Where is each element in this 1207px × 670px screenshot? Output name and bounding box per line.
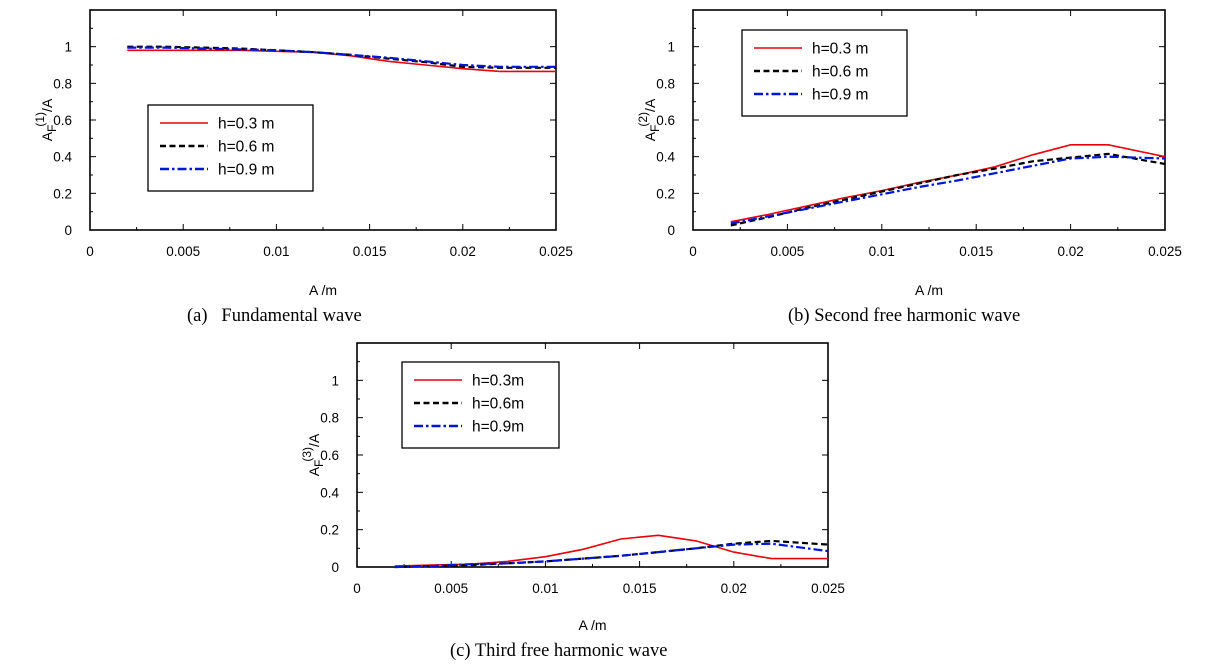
x-tick-label: 0.015: [959, 244, 993, 259]
series-line-3: [127, 46, 556, 68]
legend-label-3: h=0.9 m: [812, 87, 868, 104]
x-tick-label: 0.01: [869, 244, 895, 259]
legend-box: [401, 361, 560, 449]
x-tick-label: 0.025: [811, 581, 845, 596]
legend: h=0.3m h=0.6m h=0.9m: [401, 361, 560, 449]
x-tick-label: 0: [86, 244, 94, 259]
y-axis-label: AF(2)/A: [636, 98, 662, 141]
x-tick-label: 0.005: [771, 244, 805, 259]
y-tick-label: 0.2: [53, 186, 72, 201]
legend: h=0.3 m h=0.6 m h=0.9 m: [147, 104, 314, 192]
y-tick-label: 0.4: [320, 485, 339, 500]
chart-panel-1: 0 0.005 0.01 0.015 0.02 0.025 0 0.2 0.4 0.6 0.8 1 A …: [33, 9, 573, 326]
x-axis-label: A /m: [309, 282, 337, 298]
x-tick-label: 0.015: [353, 244, 387, 259]
x-tick-label: 0.02: [450, 244, 476, 259]
x-tick-label: 0.025: [1148, 244, 1182, 259]
y-tick-label: 1: [64, 40, 72, 55]
y-tick-label: 1: [331, 373, 339, 388]
x-tick-label: 0.01: [263, 244, 289, 259]
y-axis-label: AF(1)/A: [33, 98, 59, 141]
series-line-3: [394, 542, 829, 569]
x-tick-label: 0.005: [166, 244, 200, 259]
x-tick-label: 0: [353, 581, 361, 596]
y-tick-label: 0.4: [656, 150, 675, 165]
legend-label-2: h=0.6 m: [812, 64, 868, 81]
x-tick-label: 0.005: [434, 581, 468, 596]
y-tick-label: 0.4: [53, 150, 72, 165]
figure-caption: (b) Second free harmonic wave: [788, 306, 1020, 326]
y-tick-label: 0.8: [656, 76, 675, 91]
series-line-2: [730, 152, 1166, 227]
series-line-1: [394, 534, 828, 567]
chart-panel-2: 0 0.005 0.01 0.015 0.02 0.025 0 0.2 0.4 0.6 0.8 1 A …: [636, 9, 1182, 326]
legend: h=0.3 m h=0.6 m h=0.9 m: [741, 29, 908, 117]
figure-caption: (c) Third free harmonic wave: [450, 641, 667, 661]
y-tick-label: 0.6: [320, 448, 339, 463]
y-tick-label: 0: [667, 223, 675, 238]
y-tick-label: 0: [331, 560, 339, 575]
series-line-2: [394, 539, 829, 569]
legend-label-1: h=0.3 m: [218, 116, 274, 133]
y-tick-label: 0.6: [656, 113, 675, 128]
x-axis-label: A /m: [578, 617, 606, 633]
x-tick-label: 0.025: [539, 244, 573, 259]
x-axis-label: A /m: [915, 282, 943, 298]
figure-caption: (a) Fundamental wave: [187, 306, 362, 326]
legend-label-2: h=0.6m: [472, 396, 524, 413]
legend-label-3: h=0.9m: [472, 419, 524, 436]
y-tick-label: 0.8: [53, 76, 72, 91]
chart-panel-3: 0 0.005 0.01 0.015 0.02 0.025 0 0.2 0.4 0.6 0.8 1 A …: [300, 342, 845, 661]
y-tick-label: 0: [64, 223, 72, 238]
x-tick-label: 0.015: [623, 581, 657, 596]
legend-box: [147, 104, 314, 192]
legend-label-2: h=0.6 m: [218, 139, 274, 156]
x-tick-label: 0.01: [532, 581, 558, 596]
legend-label-1: h=0.3m: [472, 373, 524, 390]
y-tick-label: 0.6: [53, 113, 72, 128]
y-axis-label: AF(3)/A: [300, 433, 326, 476]
legend-label-1: h=0.3 m: [812, 41, 868, 58]
y-tick-label: 0.2: [656, 186, 675, 201]
legend-label-3: h=0.9 m: [218, 162, 274, 179]
y-tick-label: 0.2: [320, 523, 339, 538]
x-tick-label: 0.02: [1057, 244, 1083, 259]
y-tick-label: 0.8: [320, 411, 339, 426]
x-tick-label: 0: [689, 244, 697, 259]
y-tick-label: 1: [667, 40, 675, 55]
x-tick-label: 0.02: [721, 581, 747, 596]
series-line-3: [730, 155, 1166, 225]
legend-box: [741, 29, 908, 117]
